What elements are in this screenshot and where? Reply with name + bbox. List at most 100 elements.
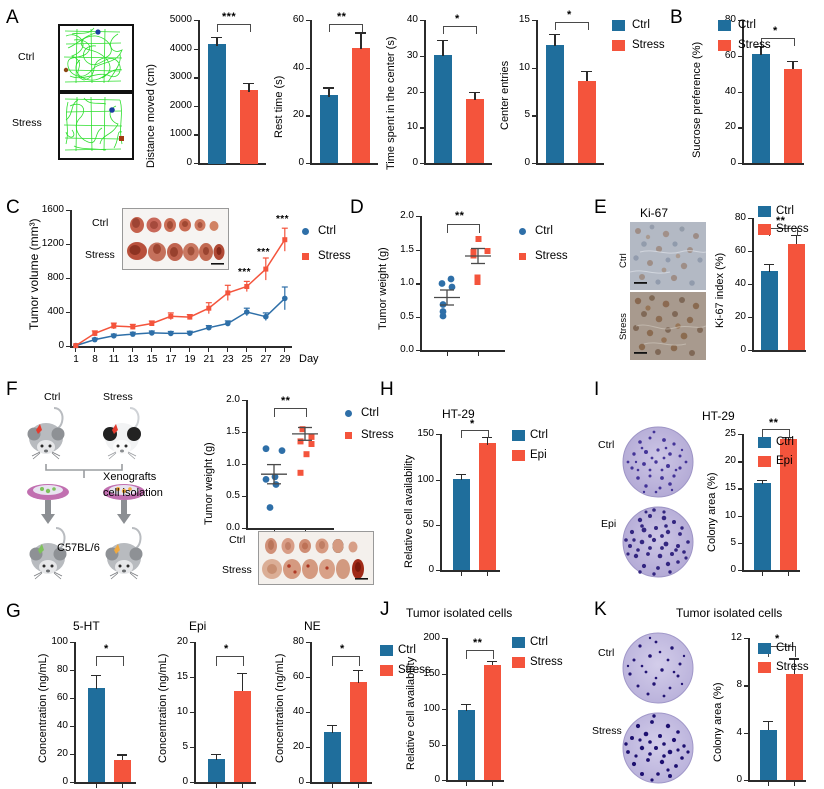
tick — [242, 400, 246, 402]
panel-h-ytick-150: 150 — [417, 428, 434, 439]
panel-b-ytick-20: 20 — [724, 121, 736, 133]
panel-b-ylabel: Sucrose preference (%) — [691, 41, 703, 158]
panel-g2-yaxis — [194, 642, 196, 784]
mouse-c57-ctrl — [29, 527, 67, 580]
panel-k-colony-plates — [622, 632, 694, 784]
panel-h-ytick-100: 100 — [417, 473, 434, 485]
panel-a4-ytick-15: 15 — [518, 14, 530, 25]
errorbar — [767, 721, 770, 731]
tick — [190, 642, 194, 644]
panel-e-title: Ki-67 — [640, 206, 669, 220]
panel-k-xaxis — [748, 780, 806, 782]
panel-k-row-label-stress: Stress — [592, 725, 622, 737]
panel-letter-d: D — [350, 197, 364, 218]
tick — [744, 638, 748, 640]
tick — [436, 479, 440, 481]
panel-c-inset-label-stress: Stress — [85, 249, 115, 261]
panel-g1-bar-stress — [114, 760, 131, 783]
panel-a4-xaxis — [536, 163, 604, 165]
tick — [442, 673, 446, 675]
panel-a1-ytick-3000: 3000 — [169, 71, 192, 83]
panel-e-bar-stress — [788, 243, 805, 351]
panel-g1-xaxis — [74, 782, 136, 784]
panel-g3-ytick-0: 0 — [298, 776, 304, 787]
panel-i-legend-label-ctrl: Ctrl — [776, 436, 794, 448]
panel-i-bar-ctrl — [754, 483, 771, 571]
tick — [492, 782, 494, 786]
panel-a2-ytick-20: 20 — [292, 109, 304, 121]
tick — [738, 127, 742, 129]
panel-j-ytick-0: 0 — [434, 774, 440, 785]
panel-h-title: HT-29 — [442, 407, 475, 421]
panel-a1-ytick-1000: 1000 — [169, 128, 192, 140]
panel-g1-sig-bracket — [96, 656, 124, 666]
tick — [113, 348, 115, 352]
panel-a3-ytick-10: 10 — [406, 121, 418, 133]
errorbar-cap — [487, 661, 497, 663]
errorbar-cap — [755, 46, 766, 48]
panel-e-row-label-stress: Stress — [618, 313, 629, 340]
panel-a4-ytick-0: 0 — [524, 157, 530, 168]
tick — [194, 20, 198, 22]
errorbar-cap — [581, 71, 592, 73]
errorbar-cap — [791, 235, 801, 237]
errorbar — [787, 436, 790, 440]
panel-b-sig-bracket — [761, 38, 795, 46]
panel-k-legend-swatch-stress — [758, 662, 771, 673]
panel-e-ytick-20: 20 — [734, 311, 746, 322]
panel-a4-ytick-5: 5 — [524, 109, 530, 121]
panel-c-xtick-21: 21 — [203, 354, 215, 365]
panel-f-significance: ** — [281, 395, 291, 407]
tick — [242, 464, 246, 466]
tick — [306, 782, 310, 784]
panel-k-ytick-0: 0 — [736, 774, 742, 785]
panel-h-ytick-0: 0 — [428, 564, 434, 575]
panel-g-legend-swatch-stress — [380, 665, 393, 676]
panel-j-bar-stress — [484, 664, 501, 781]
panel-a1-sig-bracket — [217, 24, 251, 32]
panel-b-ytick-40: 40 — [724, 85, 736, 97]
errorbar — [460, 474, 463, 480]
tick — [332, 784, 334, 788]
tick — [189, 348, 191, 352]
tick — [416, 350, 420, 352]
panel-c-xtick-23: 23 — [222, 354, 234, 365]
panel-f-legend-label-ctrl: Ctrl — [361, 407, 379, 419]
panel-f-diagram-label-ctrl: Ctrl — [44, 391, 61, 403]
tick — [194, 163, 198, 165]
panel-b-yaxis — [742, 20, 744, 165]
panel-a2-bar-stress — [352, 47, 370, 164]
panel-a4-ytick-10: 10 — [518, 61, 530, 73]
tick — [738, 542, 742, 545]
tick — [744, 780, 748, 782]
panel-j-xaxis — [446, 780, 504, 782]
errorbar — [586, 71, 588, 81]
panel-g3-xaxis — [310, 782, 372, 784]
panel-a4-yaxis — [536, 20, 538, 165]
tick — [442, 780, 446, 782]
panel-c-xlabel: Day — [299, 353, 319, 365]
panel-a4-bar-ctrl — [546, 45, 564, 164]
errorbar — [491, 661, 494, 666]
panel-a1-yaxis — [198, 20, 200, 165]
tick — [70, 726, 74, 728]
panel-a3-yaxis — [424, 20, 426, 165]
tick — [242, 496, 246, 498]
panel-g2-ytick-5: 5 — [182, 741, 188, 752]
panel-d-legend-marker-ctrl — [519, 228, 526, 235]
panel-f-ytick-2: 2.0 — [226, 394, 240, 405]
panel-e-significance: ** — [776, 215, 786, 227]
panel-a3-significance: * — [455, 13, 460, 25]
errorbar — [121, 754, 124, 761]
tick — [66, 278, 70, 280]
panel-c-xtick-15: 15 — [146, 354, 158, 365]
panel-c-sig-day25: *** — [238, 267, 251, 278]
tick — [461, 572, 463, 576]
panel-h-legend-label-ctrl: Ctrl — [530, 429, 548, 441]
tick — [132, 348, 134, 352]
errorbar — [442, 40, 444, 57]
panel-g1-ytick-20: 20 — [56, 748, 68, 759]
panel-f-photo-label-ctrl: Ctrl — [229, 534, 246, 546]
panel-c-xtick-17: 17 — [165, 354, 177, 365]
panel-a3-bar-stress — [466, 98, 484, 164]
